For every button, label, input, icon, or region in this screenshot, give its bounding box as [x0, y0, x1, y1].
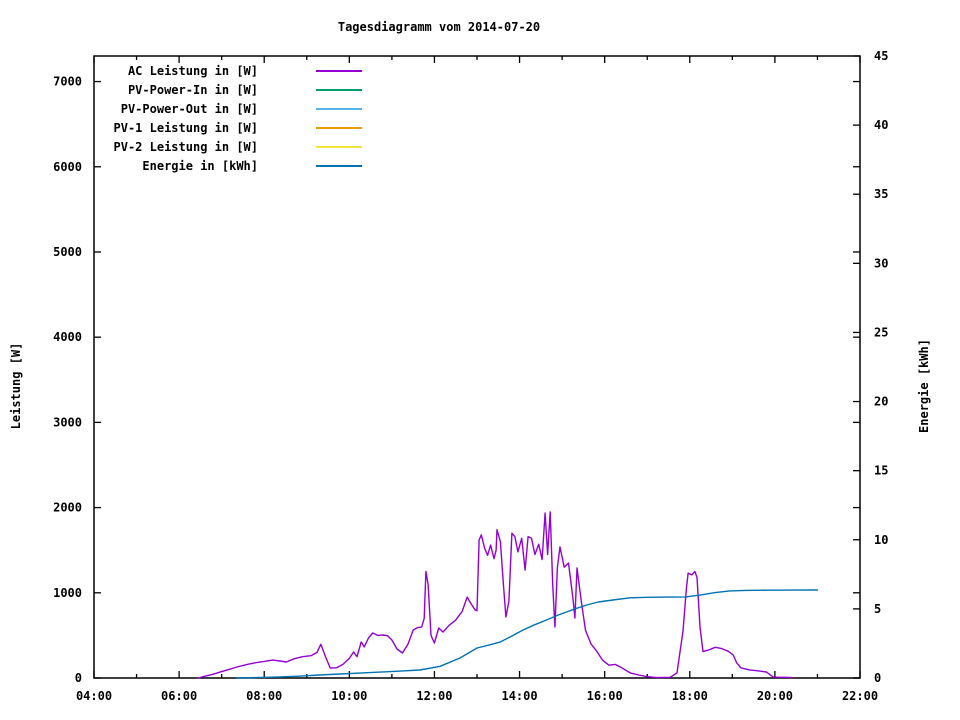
legend-line-sample-4: [316, 146, 362, 148]
y1-tick-label: 5000: [53, 245, 82, 259]
legend-line-sample-1: [316, 89, 362, 91]
x-tick-label: 10:00: [331, 689, 367, 703]
y2-tick-label: 5: [874, 602, 881, 616]
series-line-energie-in-kwh-: [235, 589, 819, 679]
chart-title: Tagesdiagramm vom 2014-07-20: [337, 20, 541, 34]
x-tick-label: 12:00: [416, 689, 452, 703]
x-tick-label: 18:00: [672, 689, 708, 703]
x-tick-label: 16:00: [587, 689, 623, 703]
legend-line-sample-5: [316, 165, 362, 167]
legend-line-sample-2: [316, 108, 362, 110]
y2-tick-label: 25: [874, 325, 888, 339]
y2-tick-label: 0: [874, 671, 881, 685]
y2-tick-label: 30: [874, 256, 888, 270]
x-tick-label: 20:00: [757, 689, 793, 703]
y1-tick-label: 7000: [53, 75, 82, 89]
y2-tick-label: 45: [874, 49, 888, 63]
legend-label-2: PV-Power-Out in [W]: [120, 102, 258, 116]
legend-label-5: Energie in [kWh]: [142, 159, 258, 173]
x-tick-label: 06:00: [161, 689, 197, 703]
y2-tick-label: 15: [874, 464, 888, 478]
series-line-ac-leistung-in-w-: [197, 511, 793, 679]
x-tick-label: 08:00: [246, 689, 282, 703]
legend-label-1: PV-Power-In in [W]: [127, 83, 258, 97]
y2-tick-label: 10: [874, 533, 888, 547]
y1-tick-label: 6000: [53, 160, 82, 174]
y1-tick-label: 1000: [53, 586, 82, 600]
y1-tick-label: 0: [75, 671, 82, 685]
x-tick-label: 22:00: [842, 689, 878, 703]
legend-line-sample-3: [316, 127, 362, 129]
x-tick-label: 14:00: [501, 689, 537, 703]
y1-tick-label: 3000: [53, 415, 82, 429]
x-tick-label: 04:00: [76, 689, 112, 703]
y2-tick-label: 35: [874, 187, 888, 201]
y1-tick-label: 2000: [53, 501, 82, 515]
y2-tick-label: 40: [874, 118, 888, 132]
legend-label-4: PV-2 Leistung in [W]: [113, 140, 259, 154]
legend-line-sample-0: [316, 70, 362, 72]
legend-label-0: AC Leistung in [W]: [127, 64, 258, 78]
y1-tick-label: 4000: [53, 330, 82, 344]
y2-tick-label: 20: [874, 395, 888, 409]
legend-label-3: PV-1 Leistung in [W]: [113, 121, 259, 135]
